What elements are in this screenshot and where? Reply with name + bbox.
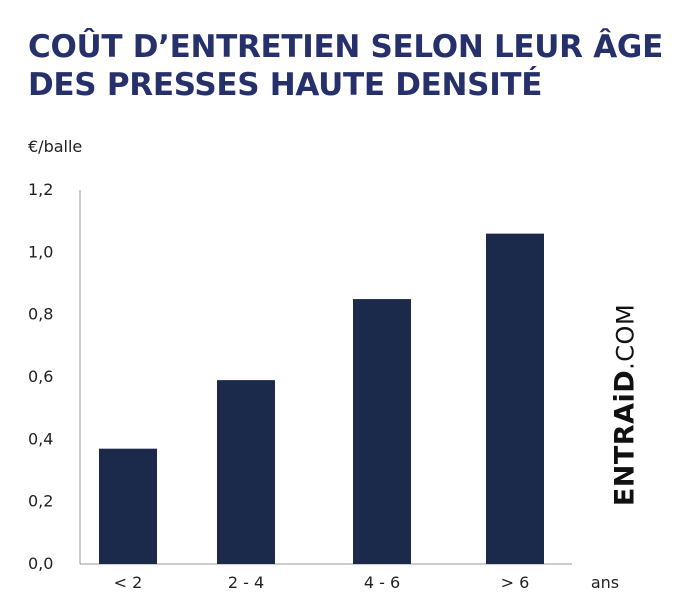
bar-2 xyxy=(217,380,275,564)
y-tick-label: 0,4 xyxy=(28,429,53,448)
bar-4 xyxy=(486,233,544,564)
x-tick-label: 4 - 6 xyxy=(364,573,400,592)
y-tick-label: 1,0 xyxy=(28,242,53,261)
chart-title-line-1: COÛT D’ENTRETIEN SELON LEUR ÂGE xyxy=(28,29,663,65)
y-axis-label: €/balle xyxy=(28,137,83,156)
chart-title: COÛT D’ENTRETIEN SELON LEUR ÂGE DES PRES… xyxy=(28,28,678,104)
x-axis-label: ans xyxy=(591,573,619,592)
chart-title-line-2: DES PRESSES HAUTE DENSITÉ xyxy=(28,67,543,103)
x-tick-label: 2 - 4 xyxy=(228,573,264,592)
y-tick-label: 1,2 xyxy=(28,180,53,199)
bar-1 xyxy=(99,448,157,564)
y-tick-label: 0,6 xyxy=(28,367,53,386)
bar-3 xyxy=(353,299,411,564)
y-tick-label: 0,0 xyxy=(28,554,53,573)
brand-domain: .COM xyxy=(611,303,640,370)
entraid-logo: ENTRAiD.COM xyxy=(590,295,660,515)
brand-name: ENTRAiD xyxy=(609,369,641,507)
y-tick-label: 0,8 xyxy=(28,305,53,324)
x-tick-label: > 6 xyxy=(501,573,530,592)
y-tick-label: 0,2 xyxy=(28,492,53,511)
x-tick-label: < 2 xyxy=(114,573,143,592)
